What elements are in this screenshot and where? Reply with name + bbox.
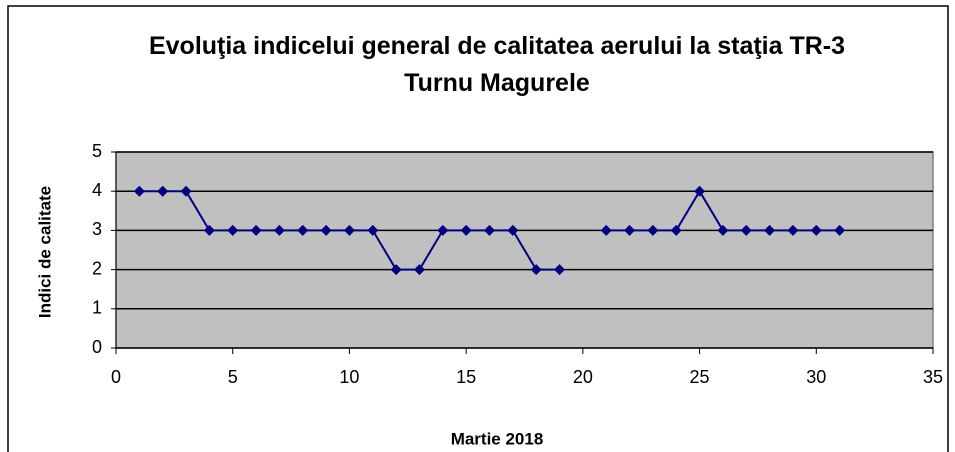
y-tick-label: 1: [92, 298, 102, 318]
data-marker: [133, 185, 145, 197]
chart-title: Evoluţia indicelui general de calitatea …: [148, 32, 846, 97]
data-marker: [297, 224, 309, 236]
data-marker: [717, 224, 729, 236]
x-tick-label: 0: [111, 367, 121, 387]
y-tick-label: 0: [92, 337, 102, 357]
data-marker: [320, 224, 332, 236]
x-tick-label: 10: [339, 367, 359, 387]
x-tick-label: 30: [806, 367, 826, 387]
data-marker: [764, 224, 776, 236]
data-marker: [203, 224, 215, 236]
data-marker: [227, 224, 239, 236]
data-marker: [157, 185, 169, 197]
data-marker: [670, 224, 682, 236]
data-marker: [250, 224, 262, 236]
y-tick-label: 4: [92, 180, 102, 200]
data-marker: [343, 224, 355, 236]
data-marker: [460, 224, 472, 236]
x-tick-label: 20: [573, 367, 593, 387]
y-axis-label: Indici de calitate: [35, 186, 54, 318]
data-marker: [273, 224, 285, 236]
y-tick-label: 5: [92, 141, 102, 161]
data-marker: [600, 224, 612, 236]
data-marker: [413, 264, 425, 276]
x-tick-label: 15: [456, 367, 476, 387]
data-marker: [740, 224, 752, 236]
data-marker: [530, 264, 542, 276]
x-tick-label: 35: [923, 367, 943, 387]
data-marker: [787, 224, 799, 236]
data-marker: [507, 224, 519, 236]
x-tick-label: 25: [690, 367, 710, 387]
data-marker: [390, 264, 402, 276]
x-axis-label: Martie 2018: [451, 429, 544, 448]
data-marker: [834, 224, 846, 236]
data-marker: [367, 224, 379, 236]
data-marker: [647, 224, 659, 236]
data-marker: [624, 224, 636, 236]
data-marker: [483, 224, 495, 236]
data-marker: [694, 185, 706, 197]
data-marker: [810, 224, 822, 236]
data-marker: [180, 185, 192, 197]
data-marker: [554, 264, 566, 276]
x-tick-label: 5: [228, 367, 238, 387]
y-tick-label: 3: [92, 219, 102, 239]
y-tick-label: 2: [92, 258, 102, 278]
data-marker: [437, 224, 449, 236]
